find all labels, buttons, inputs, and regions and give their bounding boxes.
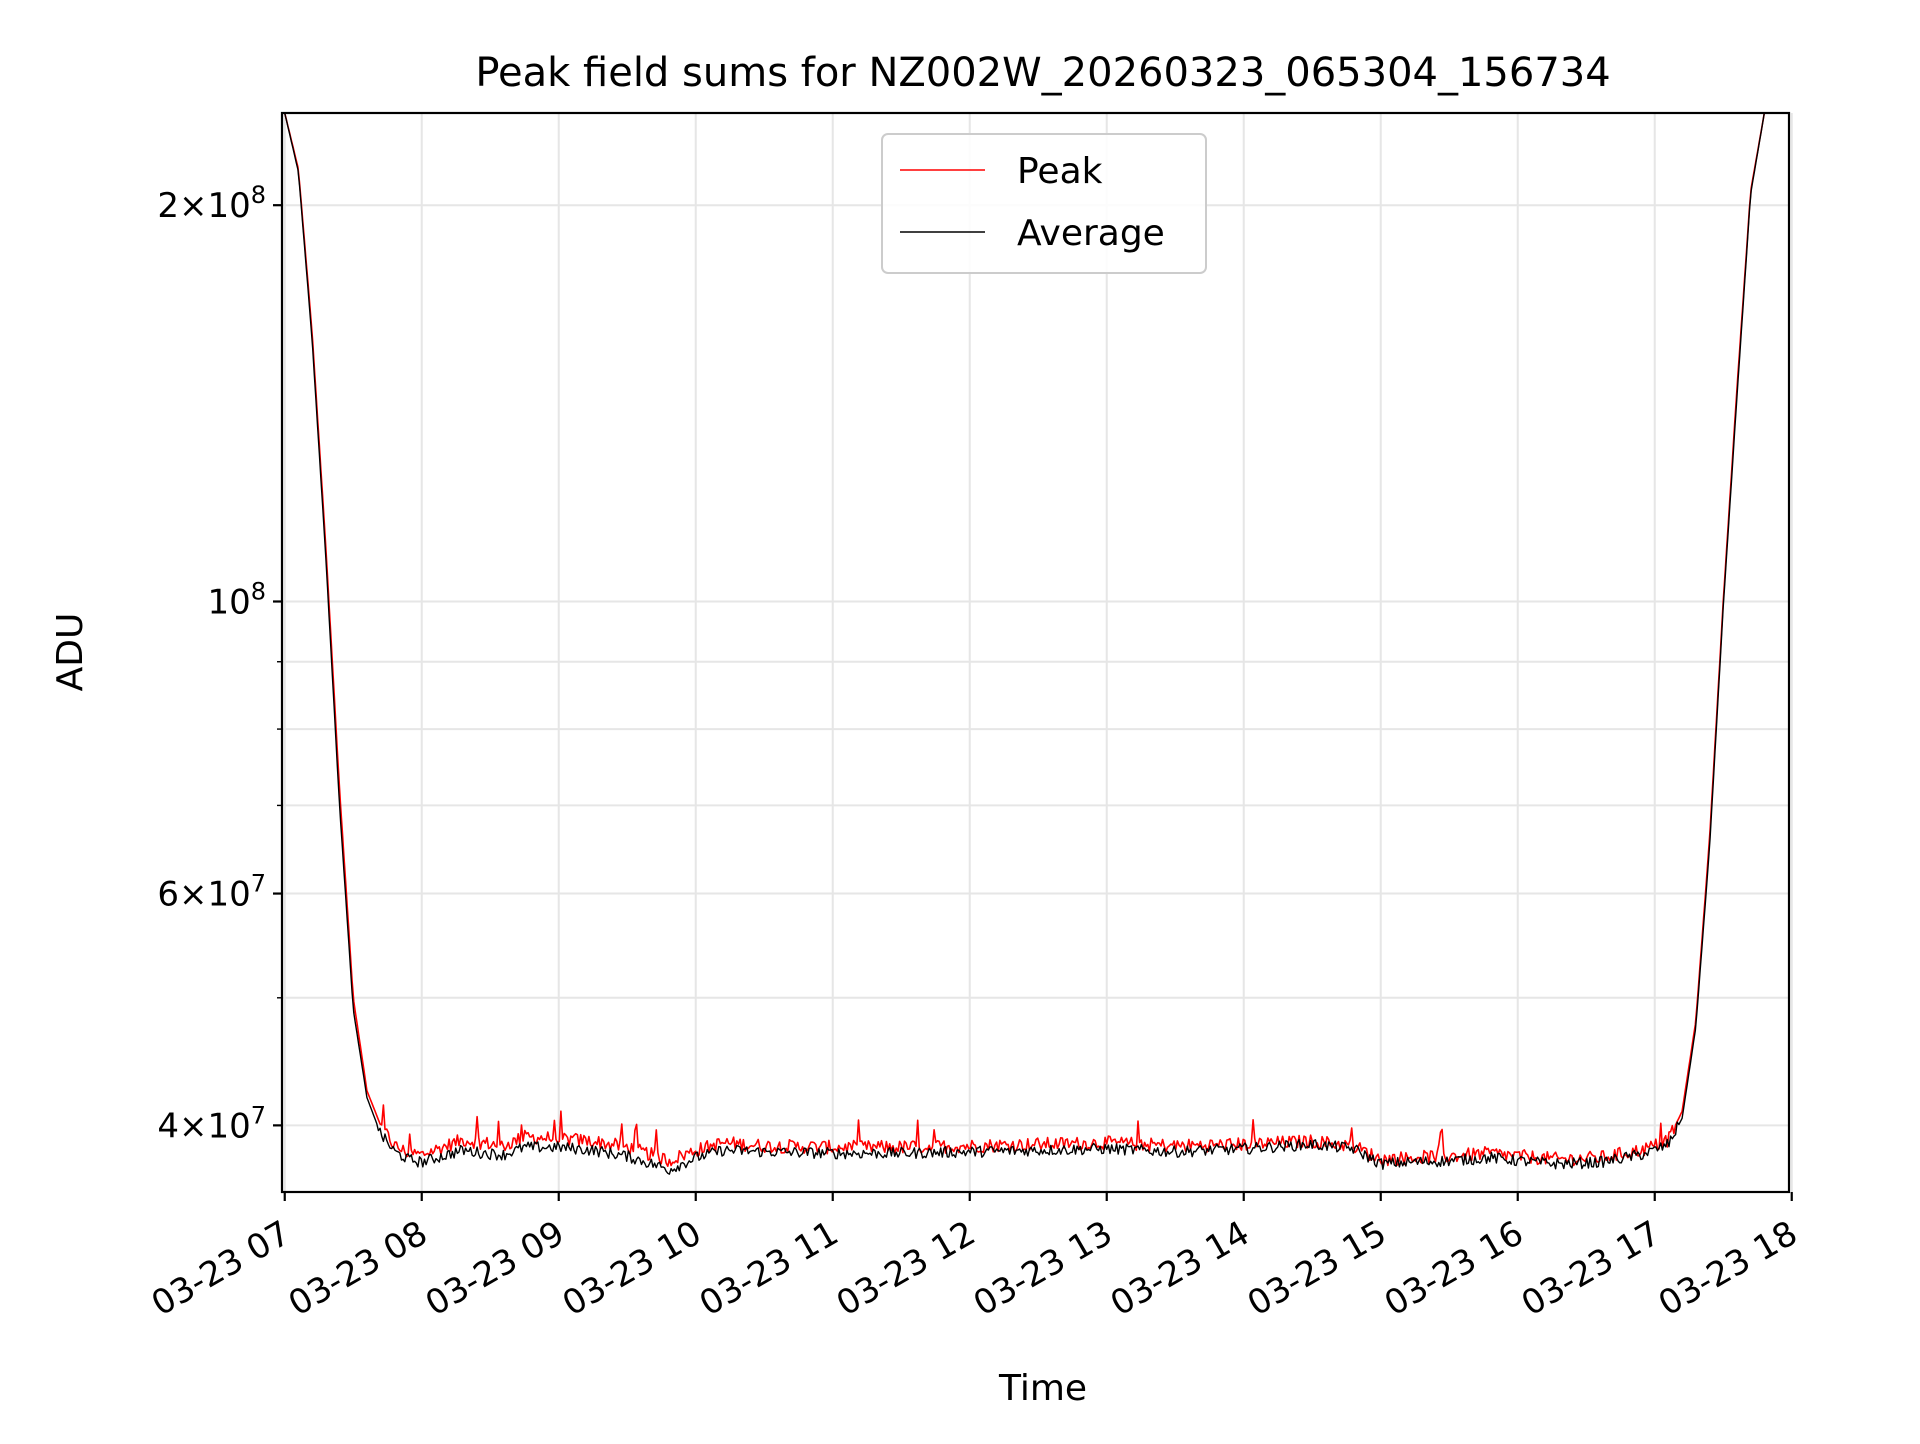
x-tick-label: 03-23 08 <box>282 1213 434 1324</box>
y-tick-label: 2×108 <box>157 181 266 226</box>
axes-frame <box>280 111 1791 1194</box>
legend-box <box>881 133 1207 274</box>
y-axis-label: ADU <box>50 613 91 692</box>
series-line-average <box>284 112 1765 1175</box>
chart-title: Peak field sums for NZ002W_20260323_0653… <box>475 50 1610 96</box>
x-tick-label: 03-23 18 <box>1652 1213 1804 1324</box>
series-line-peak <box>283 112 1766 1167</box>
legend-label-average: Average <box>1017 213 1165 254</box>
x-tick-label: 03-23 09 <box>419 1213 571 1324</box>
x-tick-label: 03-23 11 <box>693 1213 845 1324</box>
x-tick-label: 03-23 12 <box>830 1213 982 1324</box>
x-axis-label: Time <box>998 1368 1087 1409</box>
x-tick-label: 03-23 16 <box>1378 1213 1530 1324</box>
y-tick-label: 108 <box>207 577 266 622</box>
x-tick-label: 03-23 14 <box>1104 1213 1256 1324</box>
x-tick-label: 03-23 10 <box>556 1213 708 1324</box>
x-tick-label: 03-23 13 <box>967 1213 1119 1324</box>
legend: Peak Average <box>881 133 1207 274</box>
x-tick-label: 03-23 07 <box>145 1213 297 1324</box>
y-tick-label: 4×107 <box>157 1101 266 1146</box>
legend-label-peak: Peak <box>1017 151 1103 192</box>
x-tick-label: 03-23 17 <box>1515 1213 1667 1324</box>
y-axis-ticks: 4×107 6×107 108 2×108 <box>157 181 282 1146</box>
plot-series <box>283 112 1766 1175</box>
grid <box>282 113 1793 1192</box>
y-tick-label: 6×107 <box>157 870 266 915</box>
x-tick-label: 03-23 15 <box>1241 1213 1393 1324</box>
